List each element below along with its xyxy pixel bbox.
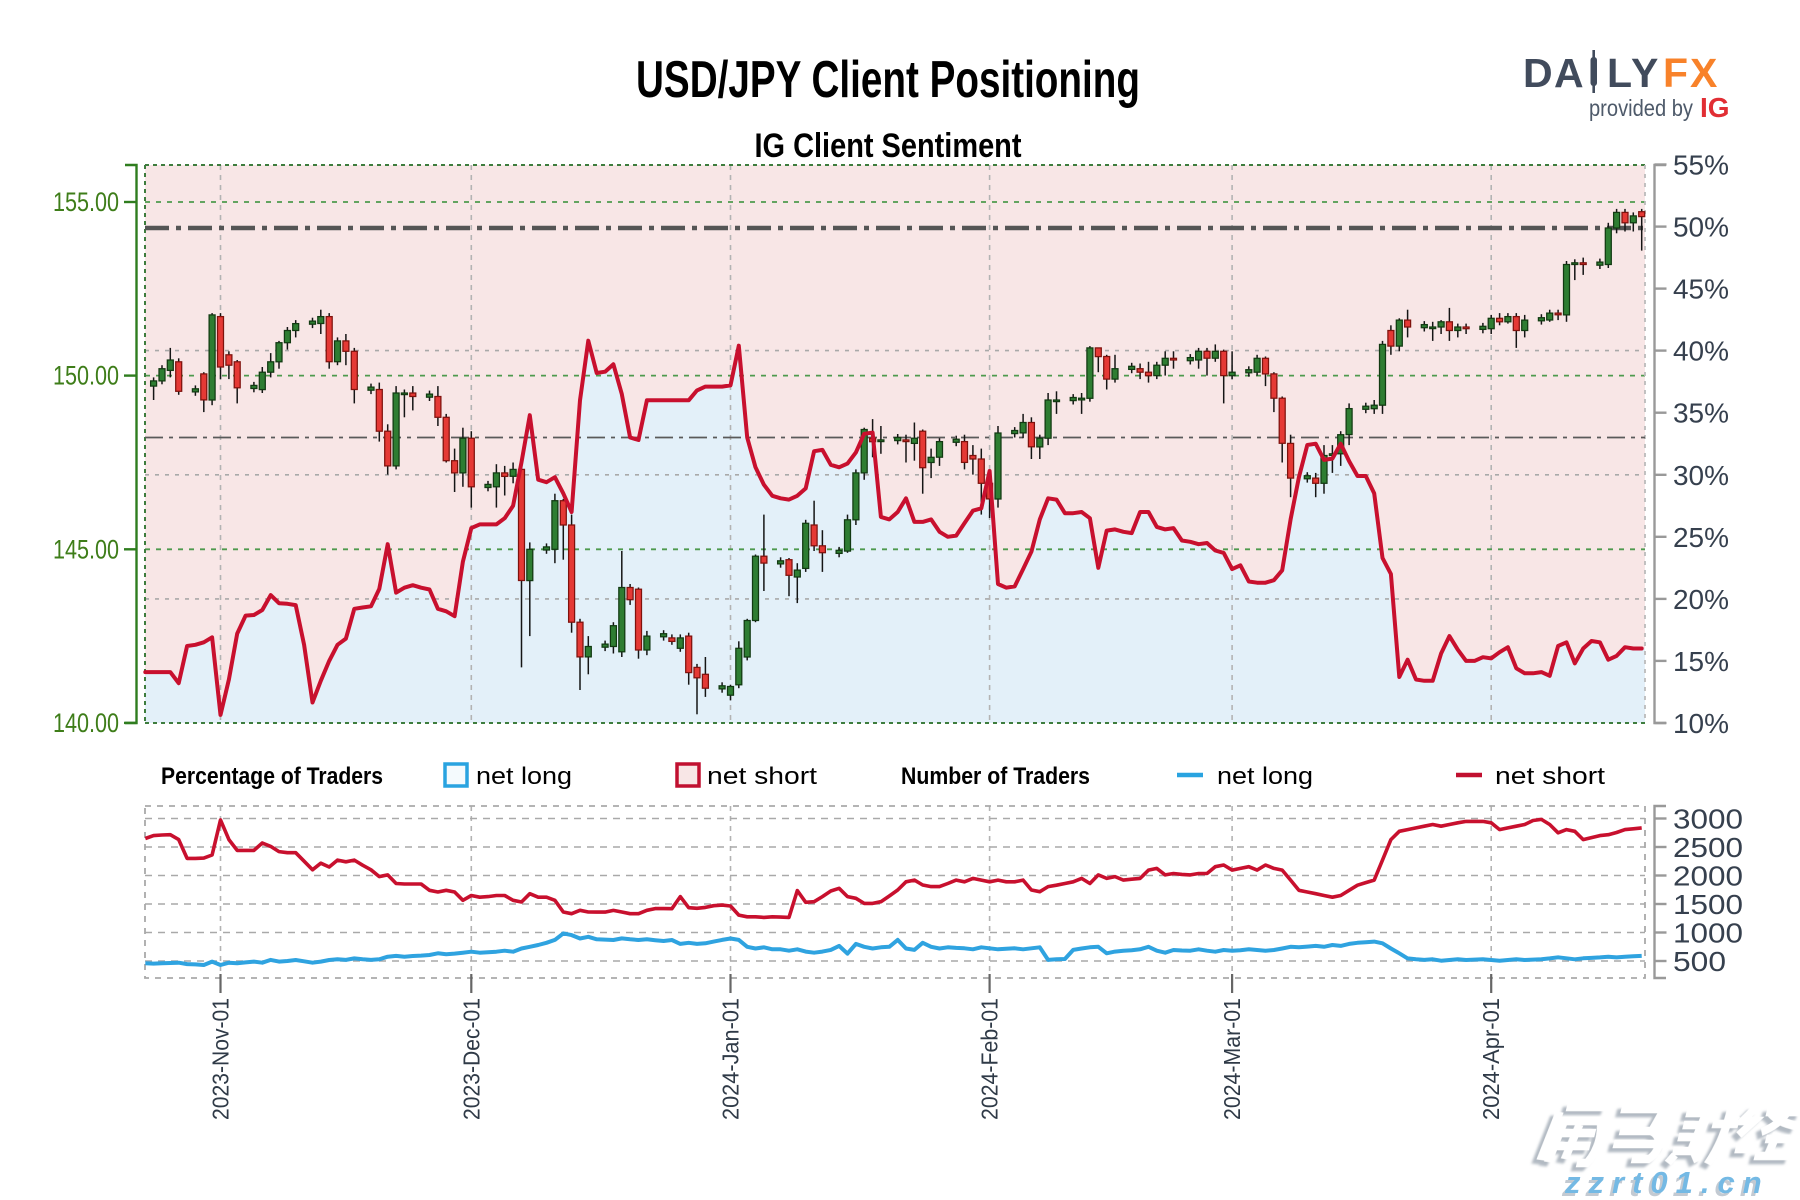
svg-text:1500: 1500 <box>1673 889 1743 920</box>
svg-text:30%: 30% <box>1673 460 1729 491</box>
svg-text:2023-Nov-01: 2023-Nov-01 <box>208 998 234 1120</box>
svg-text:net short: net short <box>707 763 817 790</box>
svg-text:10%: 10% <box>1673 708 1729 739</box>
svg-text:1000: 1000 <box>1673 918 1743 949</box>
svg-text:155.00: 155.00 <box>53 187 119 217</box>
svg-text:IG Client Sentiment: IG Client Sentiment <box>755 127 1022 165</box>
svg-text:150.00: 150.00 <box>53 361 119 391</box>
svg-text:Percentage of Traders: Percentage of Traders <box>161 763 383 790</box>
svg-text:F: F <box>1663 50 1688 96</box>
svg-text:35%: 35% <box>1673 398 1729 429</box>
svg-text:Y: Y <box>1631 50 1658 96</box>
svg-text:zzrt01.cn: zzrt01.cn <box>1564 1165 1770 1200</box>
svg-text:45%: 45% <box>1673 274 1729 305</box>
svg-text:net long: net long <box>1217 763 1313 790</box>
svg-text:2000: 2000 <box>1673 861 1743 892</box>
svg-text:3000: 3000 <box>1673 804 1743 835</box>
svg-text:20%: 20% <box>1673 584 1729 615</box>
svg-text:X: X <box>1690 50 1717 96</box>
svg-text:A: A <box>1554 50 1584 96</box>
svg-text:50%: 50% <box>1673 212 1729 243</box>
svg-text:2024-Jan-01: 2024-Jan-01 <box>718 998 744 1120</box>
svg-text:USD/JPY Client Positioning: USD/JPY Client Positioning <box>636 51 1140 109</box>
svg-text:2024-Feb-01: 2024-Feb-01 <box>977 998 1003 1120</box>
svg-text:25%: 25% <box>1673 522 1729 553</box>
svg-text:2500: 2500 <box>1673 832 1743 863</box>
svg-text:L: L <box>1607 50 1632 96</box>
svg-text:net short: net short <box>1495 763 1605 790</box>
svg-text:zzrt01.cn: zzrt01.cn <box>1561 1168 1767 1200</box>
svg-text:IG: IG <box>1700 92 1730 123</box>
svg-text:145.00: 145.00 <box>53 534 119 564</box>
svg-text:D: D <box>1523 50 1553 96</box>
svg-text:2023-Dec-01: 2023-Dec-01 <box>458 998 484 1120</box>
svg-text:15%: 15% <box>1673 646 1729 677</box>
svg-text:2024-Mar-01: 2024-Mar-01 <box>1219 998 1245 1120</box>
svg-text:2024-Apr-01: 2024-Apr-01 <box>1478 998 1504 1120</box>
svg-text:55%: 55% <box>1673 150 1729 181</box>
svg-text:140.00: 140.00 <box>53 708 119 738</box>
svg-text:500: 500 <box>1673 946 1726 977</box>
svg-text:provided by: provided by <box>1589 95 1693 121</box>
svg-text:Number of Traders: Number of Traders <box>901 763 1090 790</box>
svg-text:net long: net long <box>476 763 572 790</box>
svg-text:40%: 40% <box>1673 336 1729 367</box>
